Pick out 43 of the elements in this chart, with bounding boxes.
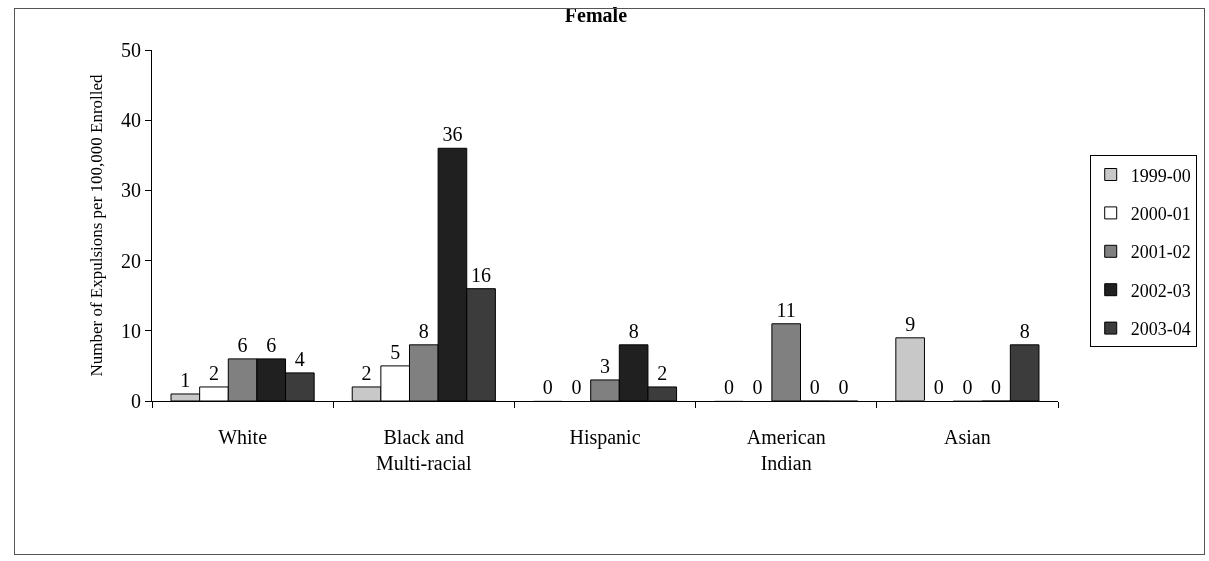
legend-label: 1999-00 [1130,165,1191,186]
y-axis-title: Number of Expulsions per 100,000 Enrolled [86,73,106,377]
y-tick-label: 40 [121,109,141,132]
data-label: 6 [237,333,248,356]
data-label: 1 [180,368,191,391]
x-tick-label: Black and Multi-racial [376,426,472,474]
data-label: 0 [571,376,582,398]
legend-label: 2001-02 [1130,242,1191,263]
x-tick-label: White [218,426,268,448]
legend-label: 2000-01 [1130,203,1191,224]
data-label: 6 [266,333,277,356]
x-tick-label: American Indian [746,426,826,474]
data-label: 8 [1019,319,1030,342]
data-label: 0 [838,376,849,398]
data-label: 11 [776,298,796,321]
y-tick-label: 50 [121,39,141,61]
data-label: 9 [905,312,916,335]
data-label: 2 [361,361,372,384]
data-label: 8 [628,319,639,342]
data-label: 4 [294,347,305,370]
data-label: 0 [723,376,734,398]
data-label: 3 [600,354,610,377]
data-label: 2 [208,361,219,384]
data-label: 16 [471,263,492,286]
y-tick-label: 20 [121,249,141,272]
y-tick-label: 0 [131,390,141,412]
legend-label: 2002-03 [1130,280,1191,301]
legend-label: 2003-04 [1130,319,1191,340]
data-label: 0 [933,376,944,398]
x-tick-label: Hispanic [569,426,641,449]
data-label: 8 [418,319,429,342]
chart-title: Female [564,4,628,27]
y-tick-label: 30 [121,179,141,202]
data-label: 2 [657,361,668,384]
data-label: 0 [991,376,1002,398]
data-label: 0 [962,376,973,398]
data-label: 0 [542,376,553,398]
data-label: 0 [809,376,820,398]
data-label: 5 [390,340,401,363]
data-label: 0 [752,376,763,398]
x-tick-label: Asian [944,426,991,448]
data-label: 36 [442,123,463,146]
y-tick-label: 10 [121,319,141,342]
